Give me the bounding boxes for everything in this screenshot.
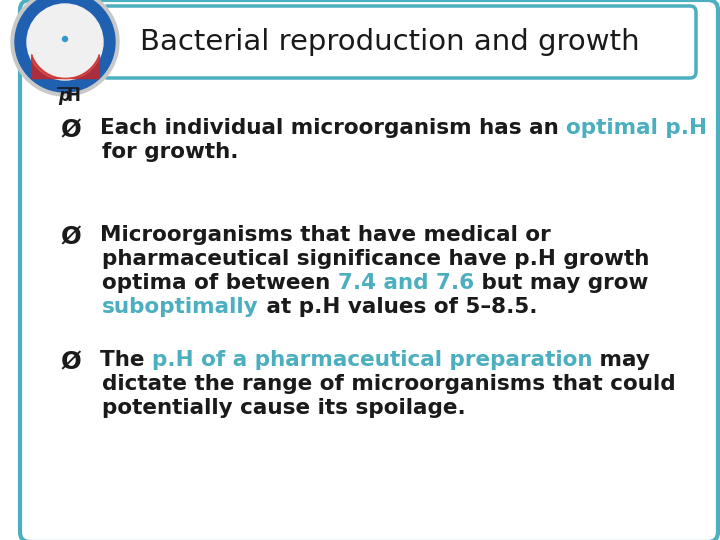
FancyBboxPatch shape [20,0,718,540]
Text: optimal p.H: optimal p.H [566,118,707,138]
Text: for growth.: for growth. [102,142,238,162]
Circle shape [63,37,68,42]
Text: Ø: Ø [60,350,81,374]
Circle shape [15,0,115,92]
Text: p.H of a pharmaceutical preparation: p.H of a pharmaceutical preparation [152,350,593,370]
Text: 7.4 and 7.6: 7.4 and 7.6 [338,273,474,293]
Text: dictate the range of microorganisms that could: dictate the range of microorganisms that… [102,374,675,394]
Text: suboptimally: suboptimally [102,297,258,317]
Text: optima of between: optima of between [102,273,338,293]
Text: at p.H values of 5–8.5.: at p.H values of 5–8.5. [258,297,537,317]
Text: Microorganisms that have medical or: Microorganisms that have medical or [100,225,551,245]
Text: pharmaceutical significance have p.H growth: pharmaceutical significance have p.H gro… [102,249,649,269]
Text: Each individual microorganism has an: Each individual microorganism has an [100,118,566,138]
Circle shape [11,0,119,96]
Text: p: p [58,87,70,105]
FancyBboxPatch shape [102,6,696,78]
Text: Ø: Ø [60,225,81,249]
Text: potentially cause its spoilage.: potentially cause its spoilage. [102,398,466,418]
Text: Ø: Ø [60,118,81,142]
Text: The: The [100,350,152,370]
Text: but may grow: but may grow [474,273,648,293]
Text: H: H [67,87,81,105]
Text: may: may [593,350,650,370]
Text: Bacterial reproduction and growth: Bacterial reproduction and growth [140,28,639,56]
Circle shape [27,4,103,80]
